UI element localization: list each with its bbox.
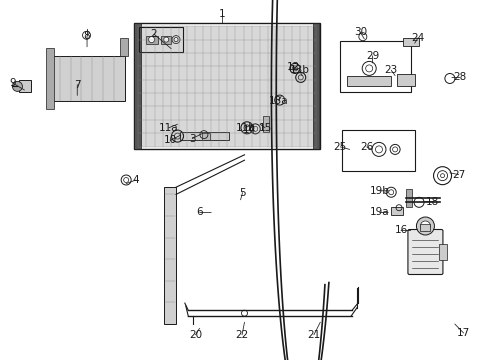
- Bar: [134, 23, 320, 149]
- Circle shape: [148, 37, 154, 42]
- Bar: [49, 56, 124, 101]
- Text: 22: 22: [235, 330, 248, 340]
- Text: 1: 1: [219, 9, 225, 19]
- Bar: [403, 38, 419, 46]
- Bar: [20, 80, 31, 93]
- Text: 15: 15: [258, 123, 271, 133]
- FancyBboxPatch shape: [407, 230, 442, 274]
- Bar: [120, 38, 127, 56]
- Bar: [180, 132, 228, 140]
- Text: 11b: 11b: [235, 123, 255, 133]
- Bar: [420, 224, 429, 231]
- Text: 19a: 19a: [369, 207, 388, 217]
- Text: 9: 9: [9, 78, 16, 88]
- Text: 27: 27: [451, 170, 465, 180]
- Circle shape: [416, 217, 433, 235]
- Text: 26: 26: [359, 142, 373, 152]
- Text: 18: 18: [425, 197, 439, 207]
- Text: 13b: 13b: [289, 65, 308, 75]
- Bar: [396, 75, 414, 86]
- Text: 12: 12: [286, 62, 300, 72]
- Text: 14: 14: [242, 125, 256, 135]
- Circle shape: [12, 81, 22, 91]
- Text: 16: 16: [393, 225, 407, 235]
- Bar: [342, 130, 414, 171]
- Circle shape: [172, 36, 180, 44]
- Bar: [439, 244, 447, 260]
- Text: 2: 2: [150, 29, 157, 39]
- Circle shape: [174, 37, 178, 42]
- Bar: [161, 36, 171, 44]
- Bar: [312, 23, 319, 149]
- Text: 11a: 11a: [159, 123, 178, 133]
- Text: 28: 28: [452, 72, 466, 82]
- Bar: [138, 26, 316, 147]
- Text: 24: 24: [410, 33, 424, 43]
- Bar: [145, 36, 157, 44]
- Circle shape: [163, 37, 168, 42]
- Text: 3: 3: [188, 134, 195, 144]
- Bar: [390, 207, 403, 215]
- Bar: [139, 27, 183, 52]
- Bar: [346, 76, 390, 86]
- Text: 8: 8: [83, 31, 90, 41]
- Text: 19b: 19b: [369, 186, 388, 196]
- Circle shape: [420, 221, 429, 231]
- Text: 17: 17: [456, 328, 469, 338]
- Text: 4: 4: [132, 175, 139, 185]
- Text: 7: 7: [74, 80, 81, 90]
- Text: 10: 10: [163, 135, 176, 145]
- Text: 20: 20: [189, 330, 202, 340]
- Text: 13a: 13a: [268, 96, 288, 106]
- Text: 21: 21: [306, 330, 320, 340]
- Bar: [134, 23, 141, 149]
- Text: 25: 25: [333, 142, 346, 152]
- Text: 30: 30: [353, 27, 366, 37]
- Text: 6: 6: [196, 207, 203, 217]
- Bar: [202, 134, 210, 140]
- Text: 5: 5: [239, 188, 245, 198]
- Bar: [263, 117, 268, 132]
- Bar: [405, 189, 411, 207]
- Bar: [46, 48, 54, 109]
- Text: 23: 23: [384, 65, 397, 75]
- Text: 29: 29: [365, 51, 379, 61]
- Bar: [163, 187, 176, 324]
- Bar: [339, 41, 410, 92]
